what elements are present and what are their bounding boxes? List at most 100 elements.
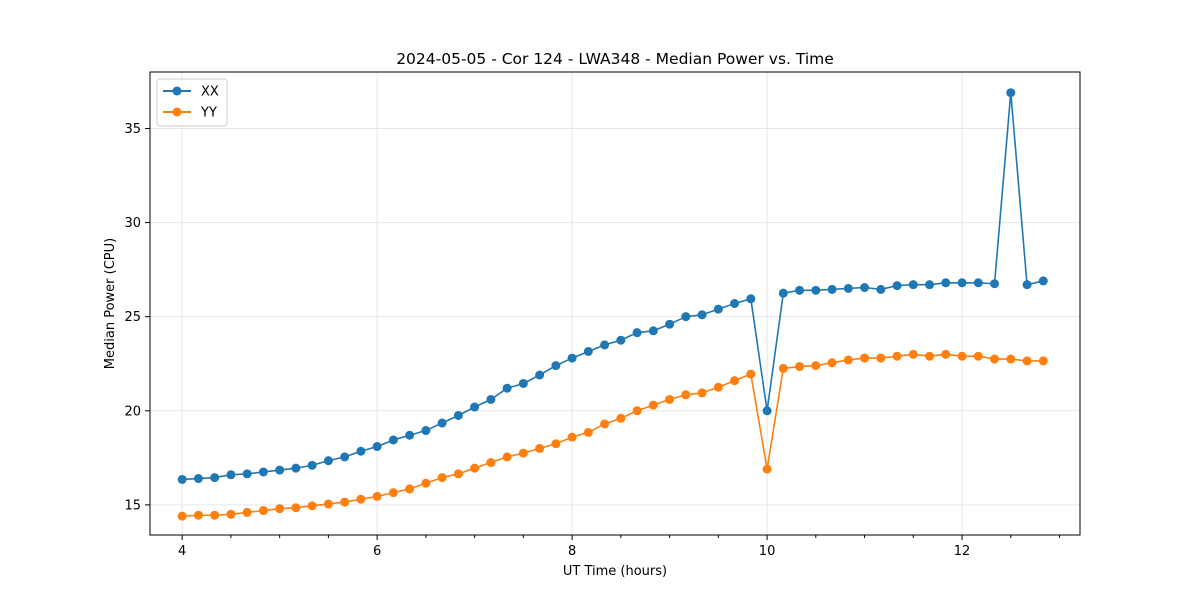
data-point-yy bbox=[551, 439, 561, 449]
data-point-xx bbox=[1022, 280, 1032, 290]
data-point-xx bbox=[990, 279, 1000, 289]
legend-marker-xx bbox=[172, 86, 182, 96]
data-point-xx bbox=[1006, 88, 1016, 98]
data-point-yy bbox=[486, 458, 496, 468]
data-point-yy bbox=[372, 491, 382, 501]
series-layer bbox=[177, 88, 1048, 521]
data-point-xx bbox=[372, 442, 382, 452]
data-point-xx bbox=[275, 465, 285, 475]
data-point-xx bbox=[535, 370, 545, 380]
y-tick-label: 20 bbox=[124, 404, 141, 419]
data-point-yy bbox=[665, 394, 675, 404]
legend-label-yy: YY bbox=[200, 106, 217, 121]
data-point-xx bbox=[600, 340, 610, 350]
plot-frame bbox=[149, 71, 1081, 536]
x-tick-label: 12 bbox=[954, 544, 971, 559]
data-point-yy bbox=[421, 478, 431, 488]
data-point-xx bbox=[356, 446, 366, 456]
data-point-xx bbox=[811, 285, 821, 295]
data-point-xx bbox=[323, 456, 333, 466]
data-point-xx bbox=[665, 319, 675, 329]
data-point-xx bbox=[973, 278, 983, 288]
data-point-xx bbox=[941, 278, 951, 288]
data-point-yy bbox=[632, 406, 642, 416]
data-point-yy bbox=[648, 400, 658, 410]
data-point-yy bbox=[275, 504, 285, 514]
data-point-xx bbox=[388, 435, 398, 445]
data-point-yy bbox=[340, 497, 350, 507]
data-point-xx bbox=[1038, 276, 1048, 286]
data-point-xx bbox=[892, 281, 902, 291]
data-point-yy bbox=[795, 362, 805, 372]
data-point-xx bbox=[632, 328, 642, 338]
data-point-xx bbox=[226, 470, 236, 480]
data-point-xx bbox=[697, 310, 707, 320]
y-tick-label: 15 bbox=[124, 498, 141, 513]
data-point-xx bbox=[730, 299, 740, 308]
legend-label-xx: XX bbox=[201, 85, 219, 100]
data-point-yy bbox=[778, 363, 788, 373]
data-point-yy bbox=[600, 419, 610, 429]
data-point-yy bbox=[957, 351, 967, 361]
data-point-yy bbox=[535, 443, 545, 453]
data-point-xx bbox=[957, 278, 967, 288]
data-point-yy bbox=[193, 510, 203, 520]
data-point-yy bbox=[356, 494, 366, 504]
data-point-yy bbox=[323, 499, 333, 509]
data-point-yy bbox=[291, 503, 301, 513]
legend-marker-yy bbox=[172, 107, 182, 117]
data-point-yy bbox=[1038, 356, 1048, 366]
data-point-xx bbox=[242, 469, 252, 479]
y-tick-label: 25 bbox=[124, 310, 141, 325]
data-point-xx bbox=[210, 473, 220, 483]
data-point-yy bbox=[405, 484, 415, 494]
data-point-yy bbox=[762, 464, 772, 474]
grid bbox=[150, 72, 1080, 535]
data-point-yy bbox=[860, 353, 870, 363]
data-point-xx bbox=[567, 353, 577, 363]
data-point-yy bbox=[258, 506, 268, 516]
data-point-xx bbox=[307, 460, 317, 470]
x-tick-label: 4 bbox=[178, 544, 186, 559]
data-point-yy bbox=[990, 354, 1000, 364]
data-point-yy bbox=[518, 448, 528, 458]
data-point-xx bbox=[453, 410, 463, 420]
data-point-yy bbox=[470, 463, 480, 473]
data-point-xx bbox=[860, 283, 870, 293]
data-point-yy bbox=[177, 511, 187, 521]
data-point-xx bbox=[746, 294, 756, 304]
x-tick-label: 6 bbox=[373, 544, 381, 559]
data-point-xx bbox=[681, 312, 691, 322]
data-point-yy bbox=[941, 349, 951, 359]
data-point-xx bbox=[421, 426, 431, 436]
data-point-xx bbox=[795, 285, 805, 295]
legend: XX YY bbox=[156, 78, 228, 127]
axes: 4 6 8 10 12 15 20 25 30 35 bbox=[124, 122, 1061, 559]
data-point-xx bbox=[502, 383, 512, 393]
data-point-xx bbox=[778, 288, 788, 298]
data-point-yy bbox=[502, 452, 512, 462]
data-point-xx bbox=[291, 463, 301, 473]
data-point-xx bbox=[193, 474, 203, 484]
data-point-xx bbox=[405, 430, 415, 440]
data-point-yy bbox=[892, 351, 902, 361]
data-point-xx bbox=[583, 346, 593, 356]
data-point-yy bbox=[908, 349, 918, 359]
data-point-yy bbox=[925, 351, 935, 361]
data-point-yy bbox=[307, 501, 317, 511]
data-point-xx bbox=[648, 326, 658, 336]
data-point-xx bbox=[925, 280, 935, 290]
data-point-yy bbox=[226, 509, 236, 519]
x-tick-label: 10 bbox=[759, 544, 776, 559]
data-point-xx bbox=[762, 406, 772, 416]
data-point-xx bbox=[908, 280, 918, 290]
data-point-yy bbox=[827, 358, 837, 368]
data-point-yy bbox=[388, 488, 398, 498]
data-point-xx bbox=[551, 361, 561, 371]
data-point-xx bbox=[437, 418, 447, 428]
data-point-xx bbox=[258, 467, 268, 477]
data-point-yy bbox=[973, 351, 983, 361]
data-point-yy bbox=[811, 361, 821, 371]
data-point-xx bbox=[486, 394, 496, 404]
data-point-xx bbox=[470, 402, 480, 412]
